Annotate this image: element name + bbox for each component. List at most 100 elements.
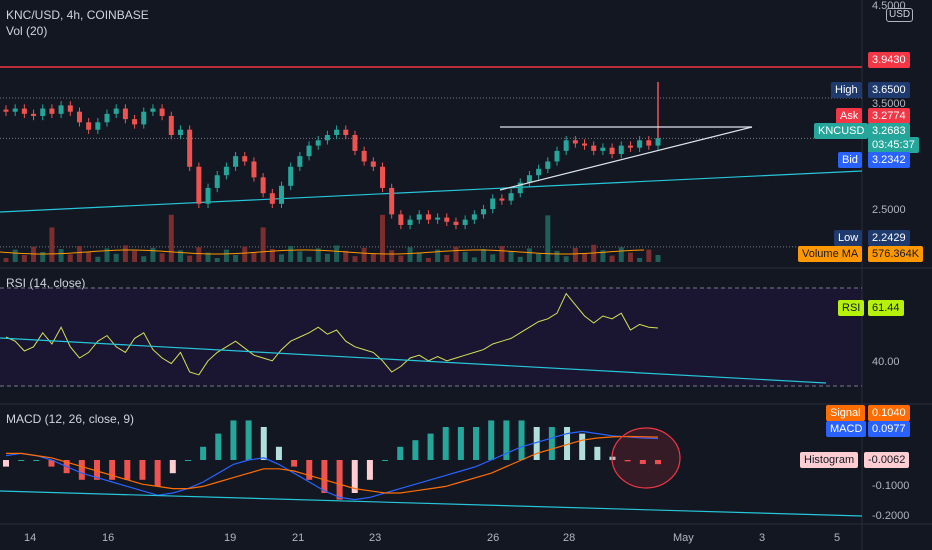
candle-body	[31, 113, 37, 116]
candle-body	[462, 219, 468, 225]
volume-bar	[536, 253, 542, 262]
candle-body	[21, 108, 27, 114]
histogram-bar	[366, 460, 373, 480]
signal-label-tag: Signal	[826, 405, 865, 421]
volume-bar	[214, 258, 220, 262]
volume-bar	[306, 256, 312, 262]
volume-bar	[132, 250, 138, 262]
histogram-bar	[109, 460, 116, 480]
volume-ma-value-tag: 576.364K	[868, 246, 924, 262]
date-tick: 23	[369, 532, 382, 544]
macd-tick: -0.1000	[872, 480, 910, 492]
volume-legend: Vol (20)	[6, 24, 48, 38]
candle-body	[471, 214, 477, 220]
histogram-bar	[321, 460, 328, 493]
histogram-bar	[412, 440, 419, 460]
candle-body	[646, 140, 652, 146]
volume-bar	[499, 246, 505, 262]
candle-body	[324, 135, 330, 141]
histogram-bar	[260, 427, 267, 460]
candle-body	[150, 108, 156, 112]
candle-body	[12, 108, 18, 112]
volume-bar	[21, 255, 27, 262]
candle-body	[86, 122, 92, 130]
candle-body	[435, 217, 441, 220]
volume-bar	[58, 249, 64, 262]
price-tick: 3.5000	[872, 98, 906, 110]
histogram-bar	[154, 460, 161, 487]
high-label-tag: High	[831, 82, 862, 98]
high-price-tag: 3.6500	[868, 82, 910, 98]
rsi-label-tag: RSI	[838, 300, 865, 316]
candle-body	[187, 129, 193, 167]
candle-body	[591, 145, 597, 151]
histogram-bar	[639, 460, 646, 464]
symbol-title[interactable]: KNC/USD, 4h, COINBASE	[6, 8, 149, 22]
candle-body	[582, 143, 588, 146]
volume-bar	[49, 227, 55, 262]
candle-body	[499, 198, 505, 201]
candle-body	[572, 140, 578, 144]
candle-body	[453, 221, 459, 225]
rsi-band	[0, 288, 862, 386]
macd-legend: MACD (12, 26, close, 9)	[6, 412, 135, 426]
volume-bar	[260, 227, 266, 262]
ask-label-tag: Ask	[836, 108, 863, 124]
resistance-price-tag: 3.9430	[868, 52, 910, 68]
volume-bar	[453, 246, 459, 262]
macd-value-tag: 0.0977	[868, 421, 910, 437]
histogram-bar	[306, 460, 313, 480]
volume-bar	[655, 255, 661, 262]
histogram-bar	[169, 460, 176, 474]
rsi-tick: 40.00	[872, 356, 900, 368]
candle-body	[600, 147, 606, 151]
candle-body	[122, 108, 128, 120]
histogram-bar	[275, 446, 282, 460]
candle-body	[536, 168, 542, 176]
rsi-line	[5, 292, 659, 376]
volume-bar	[526, 248, 532, 262]
candle-body	[563, 140, 569, 151]
candle-body	[49, 108, 55, 114]
histogram-bar	[336, 460, 343, 500]
candle-body	[609, 147, 615, 155]
rsi-trendline	[0, 337, 827, 384]
candle-body	[67, 105, 73, 112]
volume-bar	[370, 253, 376, 262]
histogram-bar	[457, 427, 464, 460]
histogram-bar	[655, 460, 661, 465]
volume-bar	[223, 249, 229, 262]
volume-bar	[389, 250, 395, 262]
volume-bar	[508, 251, 514, 262]
histogram-bar	[548, 427, 555, 460]
macd-trendline	[0, 490, 863, 517]
volume-bar	[545, 215, 551, 262]
histogram-value-tag: -0.0062	[864, 452, 910, 468]
volume-bar	[3, 258, 9, 262]
volume-bar	[490, 254, 496, 262]
candle-body	[343, 129, 349, 135]
candle-body	[380, 166, 386, 188]
last-price-tag: 3.2683	[868, 123, 910, 139]
candle-body	[141, 111, 147, 125]
candle-body	[554, 150, 560, 162]
rsi-value-tag: 61.44	[868, 300, 904, 316]
candle-body	[517, 182, 523, 194]
volume-bar	[12, 249, 18, 262]
volume-bar	[435, 249, 441, 262]
histogram-bar	[624, 460, 631, 462]
volume-bar	[251, 252, 257, 262]
candle-body	[58, 105, 64, 114]
volume-bar	[196, 247, 202, 262]
histogram-label-tag: Histogram	[800, 452, 859, 468]
volume-bar	[278, 254, 284, 262]
candle-body	[278, 185, 284, 204]
candle-body	[618, 145, 624, 155]
currency-button[interactable]: USD	[886, 8, 914, 22]
candle-body	[113, 108, 119, 114]
bid-price-tag: 3.2342	[868, 152, 910, 168]
volume-bar	[361, 247, 367, 262]
candle-body	[627, 145, 633, 148]
histogram-bar	[473, 427, 480, 460]
